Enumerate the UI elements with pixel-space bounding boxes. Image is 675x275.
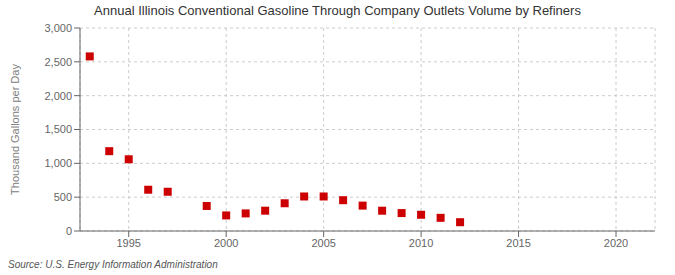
svg-text:0: 0: [66, 225, 72, 237]
html-text:Annual Illinois Conventional G: Annual Illinois Conventional Gasoline Th…: [94, 3, 581, 18]
svg-text:2015: 2015: [506, 237, 530, 249]
svg-text:2010: 2010: [409, 237, 433, 249]
svg-text:2000: 2000: [214, 237, 238, 249]
html-text:Source: U.S. Energy Informatio: Source: U.S. Energy Information Administ…: [8, 259, 218, 270]
svg-text:2020: 2020: [604, 237, 628, 249]
svg-text:3,000: 3,000: [44, 22, 72, 34]
svg-text:2,500: 2,500: [44, 56, 72, 68]
svg-text:2005: 2005: [311, 237, 335, 249]
svg-text:2,000: 2,000: [44, 90, 72, 102]
svg-text:1995: 1995: [116, 237, 140, 249]
svg-text:1,500: 1,500: [44, 123, 72, 135]
svg-text:Thousand Gallons per Day: Thousand Gallons per Day: [9, 64, 21, 195]
svg-text:500: 500: [54, 191, 72, 203]
svg-text:1,000: 1,000: [44, 157, 72, 169]
